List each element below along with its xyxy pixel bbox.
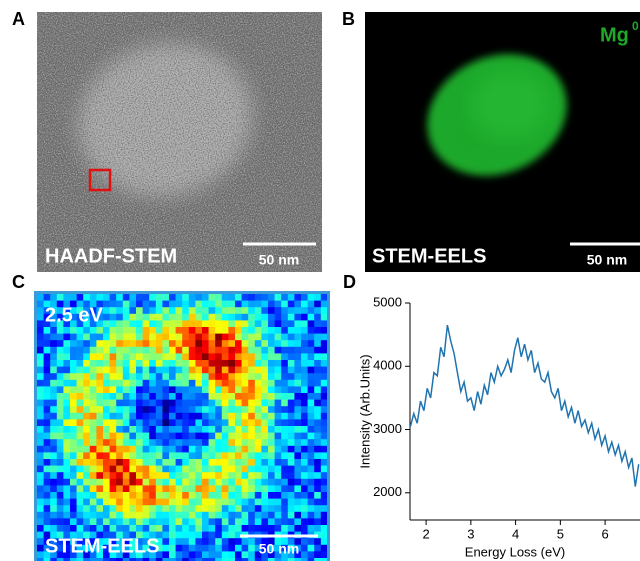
caption: HAADF-STEM — [45, 245, 177, 267]
scale-label: 50 nm — [259, 541, 299, 557]
figure: A HAADF-STEM 50 nm B Mg 0 STEM-EELS 50 n… — [0, 0, 640, 561]
x-tick-label: 5 — [557, 526, 564, 541]
x-tick-label: 3 — [467, 526, 474, 541]
element-sup: 0 — [632, 19, 639, 33]
caption: STEM-EELS — [45, 535, 159, 557]
scale-label: 50 nm — [259, 252, 299, 268]
y-tick-label: 3000 — [373, 421, 402, 436]
y-axis-label: Intensity (Arb.Units) — [357, 354, 372, 468]
y-tick-label: 4000 — [373, 358, 402, 373]
heatmap — [37, 294, 328, 561]
element: Mg — [600, 24, 629, 46]
panel-label: C — [12, 272, 25, 292]
y-tick-label: 2000 — [373, 484, 402, 499]
x-tick-label: 2 — [422, 526, 429, 541]
x-axis-label: Energy Loss (eV) — [465, 544, 565, 559]
spectrum-chart: 2000 3000 4000 5000 2 3 4 5 6 Energy Loss (eV) Int… — [357, 294, 640, 559]
x-tick-label: 4 — [512, 526, 519, 541]
eels-map — [365, 12, 640, 272]
x-tick-label: 6 — [601, 526, 608, 541]
scale-label: 50 nm — [587, 252, 627, 268]
caption: STEM-EELS — [372, 245, 486, 267]
haadf-image — [37, 12, 322, 272]
panel-label: B — [342, 9, 355, 29]
panel-label: D — [343, 272, 356, 292]
y-tick-label: 5000 — [373, 294, 402, 309]
spectrum-line — [410, 325, 638, 486]
energy: 2.5 eV — [45, 304, 103, 326]
panel-label: A — [12, 9, 25, 29]
